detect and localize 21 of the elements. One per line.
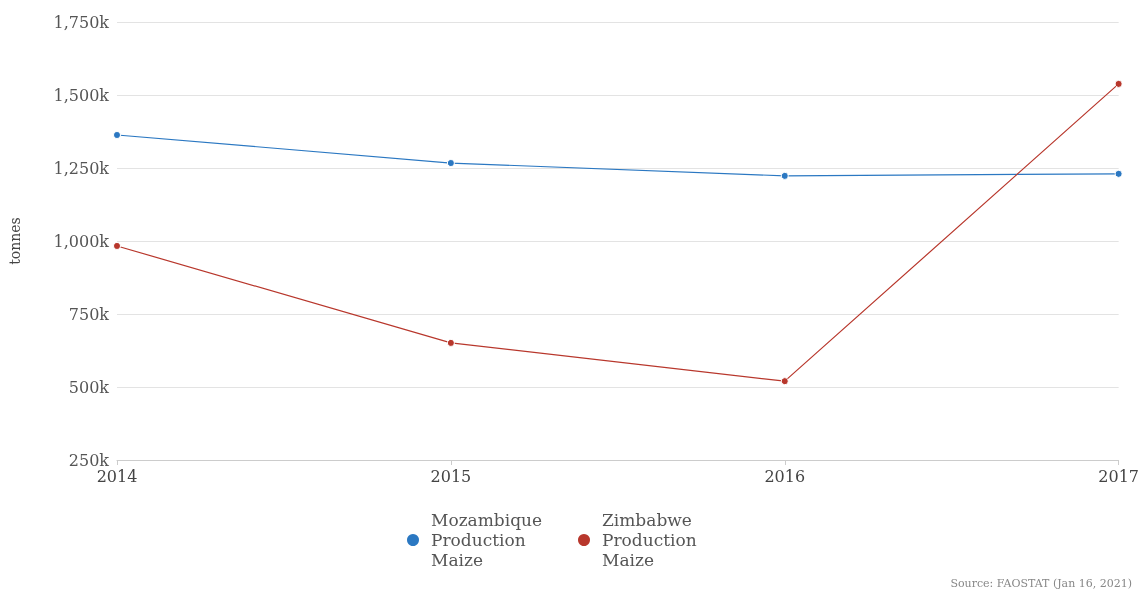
x-tick-label: 2015 bbox=[430, 466, 472, 486]
y-tick-label: 750k bbox=[68, 304, 110, 324]
y-tick-label: 500k bbox=[68, 377, 110, 397]
y-tick-label: 1,000k bbox=[53, 231, 110, 251]
legend-label: Zimbabwe Production Maize bbox=[602, 510, 703, 570]
legend-label: Mozambique Production Maize bbox=[431, 510, 548, 570]
y-tick-label: 1,750k bbox=[53, 12, 110, 32]
point bbox=[1114, 79, 1123, 88]
point bbox=[1114, 169, 1123, 178]
point bbox=[446, 338, 455, 347]
point bbox=[780, 377, 789, 386]
x-tick-label: 2016 bbox=[764, 466, 806, 486]
point bbox=[780, 171, 789, 180]
x-tick-label: 2017 bbox=[1098, 466, 1139, 486]
source-note: Source: FAOSTAT (Jan 16, 2021) bbox=[950, 577, 1132, 590]
y-tick-label: 1,250k bbox=[53, 158, 110, 178]
y-axis-title: tonnes bbox=[7, 217, 23, 265]
point bbox=[113, 241, 121, 250]
y-tick-label: 1,500k bbox=[53, 85, 110, 105]
point bbox=[446, 159, 455, 168]
point bbox=[113, 131, 121, 139]
